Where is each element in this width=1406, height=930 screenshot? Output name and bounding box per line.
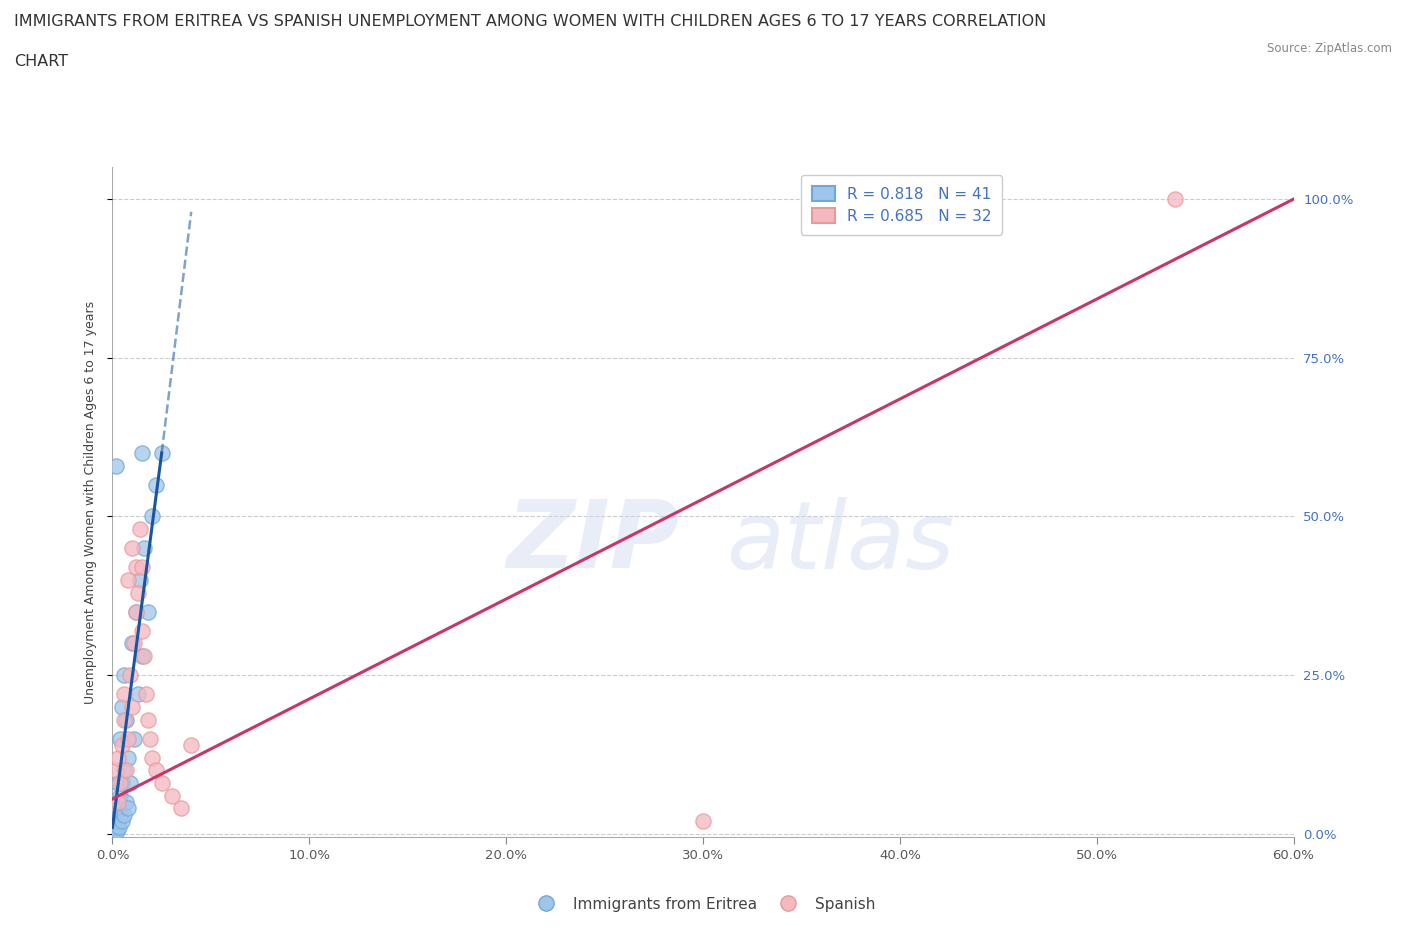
Point (131, 560, 153, 575)
Point (107, 751, 129, 765)
Point (1164, 192, 1187, 206)
Point (103, 821, 125, 836)
Point (120, 668, 142, 683)
Point (117, 731, 139, 746)
Legend: R = 0.818   N = 41, R = 0.685   N = 32: R = 0.818 N = 41, R = 0.685 N = 32 (801, 175, 1002, 234)
Point (131, 623, 153, 638)
Point (110, 776, 132, 790)
Point (115, 763, 138, 777)
Point (160, 789, 183, 804)
Point (107, 776, 129, 790)
Point (115, 712, 138, 727)
Point (141, 751, 163, 765)
Point (121, 636, 143, 651)
Text: IMMIGRANTS FROM ERITREA VS SPANISH UNEMPLOYMENT AMONG WOMEN WITH CHILDREN AGES 6: IMMIGRANTS FROM ERITREA VS SPANISH UNEMP… (14, 14, 1046, 29)
Point (122, 636, 145, 651)
Point (104, 823, 127, 838)
Point (112, 686, 135, 701)
Point (110, 789, 132, 804)
Point (121, 540, 143, 555)
Text: Source: ZipAtlas.com: Source: ZipAtlas.com (1267, 42, 1392, 55)
Point (111, 737, 134, 752)
Point (170, 801, 193, 816)
Point (105, 763, 128, 777)
Point (105, 458, 128, 473)
Point (111, 814, 134, 829)
Point (105, 807, 128, 822)
Point (125, 604, 148, 619)
Point (125, 604, 148, 619)
Point (107, 814, 129, 829)
Point (180, 737, 202, 752)
Legend: Immigrants from Eritrea, Spanish: Immigrants from Eritrea, Spanish (524, 891, 882, 918)
Point (131, 648, 153, 663)
Text: CHART: CHART (14, 54, 67, 69)
Point (121, 699, 143, 714)
Point (692, 814, 714, 829)
Point (120, 776, 142, 790)
Point (107, 823, 129, 838)
Point (105, 814, 128, 829)
Point (112, 763, 135, 777)
Point (117, 801, 139, 816)
Text: ZIP: ZIP (506, 497, 679, 589)
Point (129, 522, 152, 537)
Point (122, 731, 145, 746)
Point (103, 814, 125, 829)
Point (145, 477, 167, 492)
Point (103, 820, 125, 835)
Point (145, 763, 167, 777)
Point (132, 540, 155, 555)
Point (105, 820, 128, 835)
Point (107, 801, 129, 816)
Point (136, 604, 159, 619)
Y-axis label: Unemployment Among Women with Children Ages 6 to 17 years: Unemployment Among Women with Children A… (83, 300, 97, 704)
Point (127, 686, 149, 701)
Point (112, 668, 135, 683)
Point (135, 686, 157, 701)
Point (110, 731, 132, 746)
Point (112, 712, 135, 727)
Point (131, 445, 153, 460)
Point (150, 776, 173, 790)
Point (104, 817, 127, 831)
Point (125, 560, 148, 575)
Point (129, 573, 152, 588)
Point (139, 731, 162, 746)
Point (132, 648, 155, 663)
Text: atlas: atlas (727, 497, 955, 588)
Point (108, 820, 131, 835)
Point (141, 509, 163, 524)
Point (150, 445, 173, 460)
Point (111, 699, 134, 714)
Point (110, 807, 132, 822)
Point (112, 807, 135, 822)
Point (117, 573, 139, 588)
Point (127, 585, 149, 600)
Point (107, 794, 129, 809)
Point (136, 712, 159, 727)
Point (115, 794, 138, 809)
Point (103, 823, 125, 838)
Point (117, 751, 139, 765)
Point (111, 776, 134, 790)
